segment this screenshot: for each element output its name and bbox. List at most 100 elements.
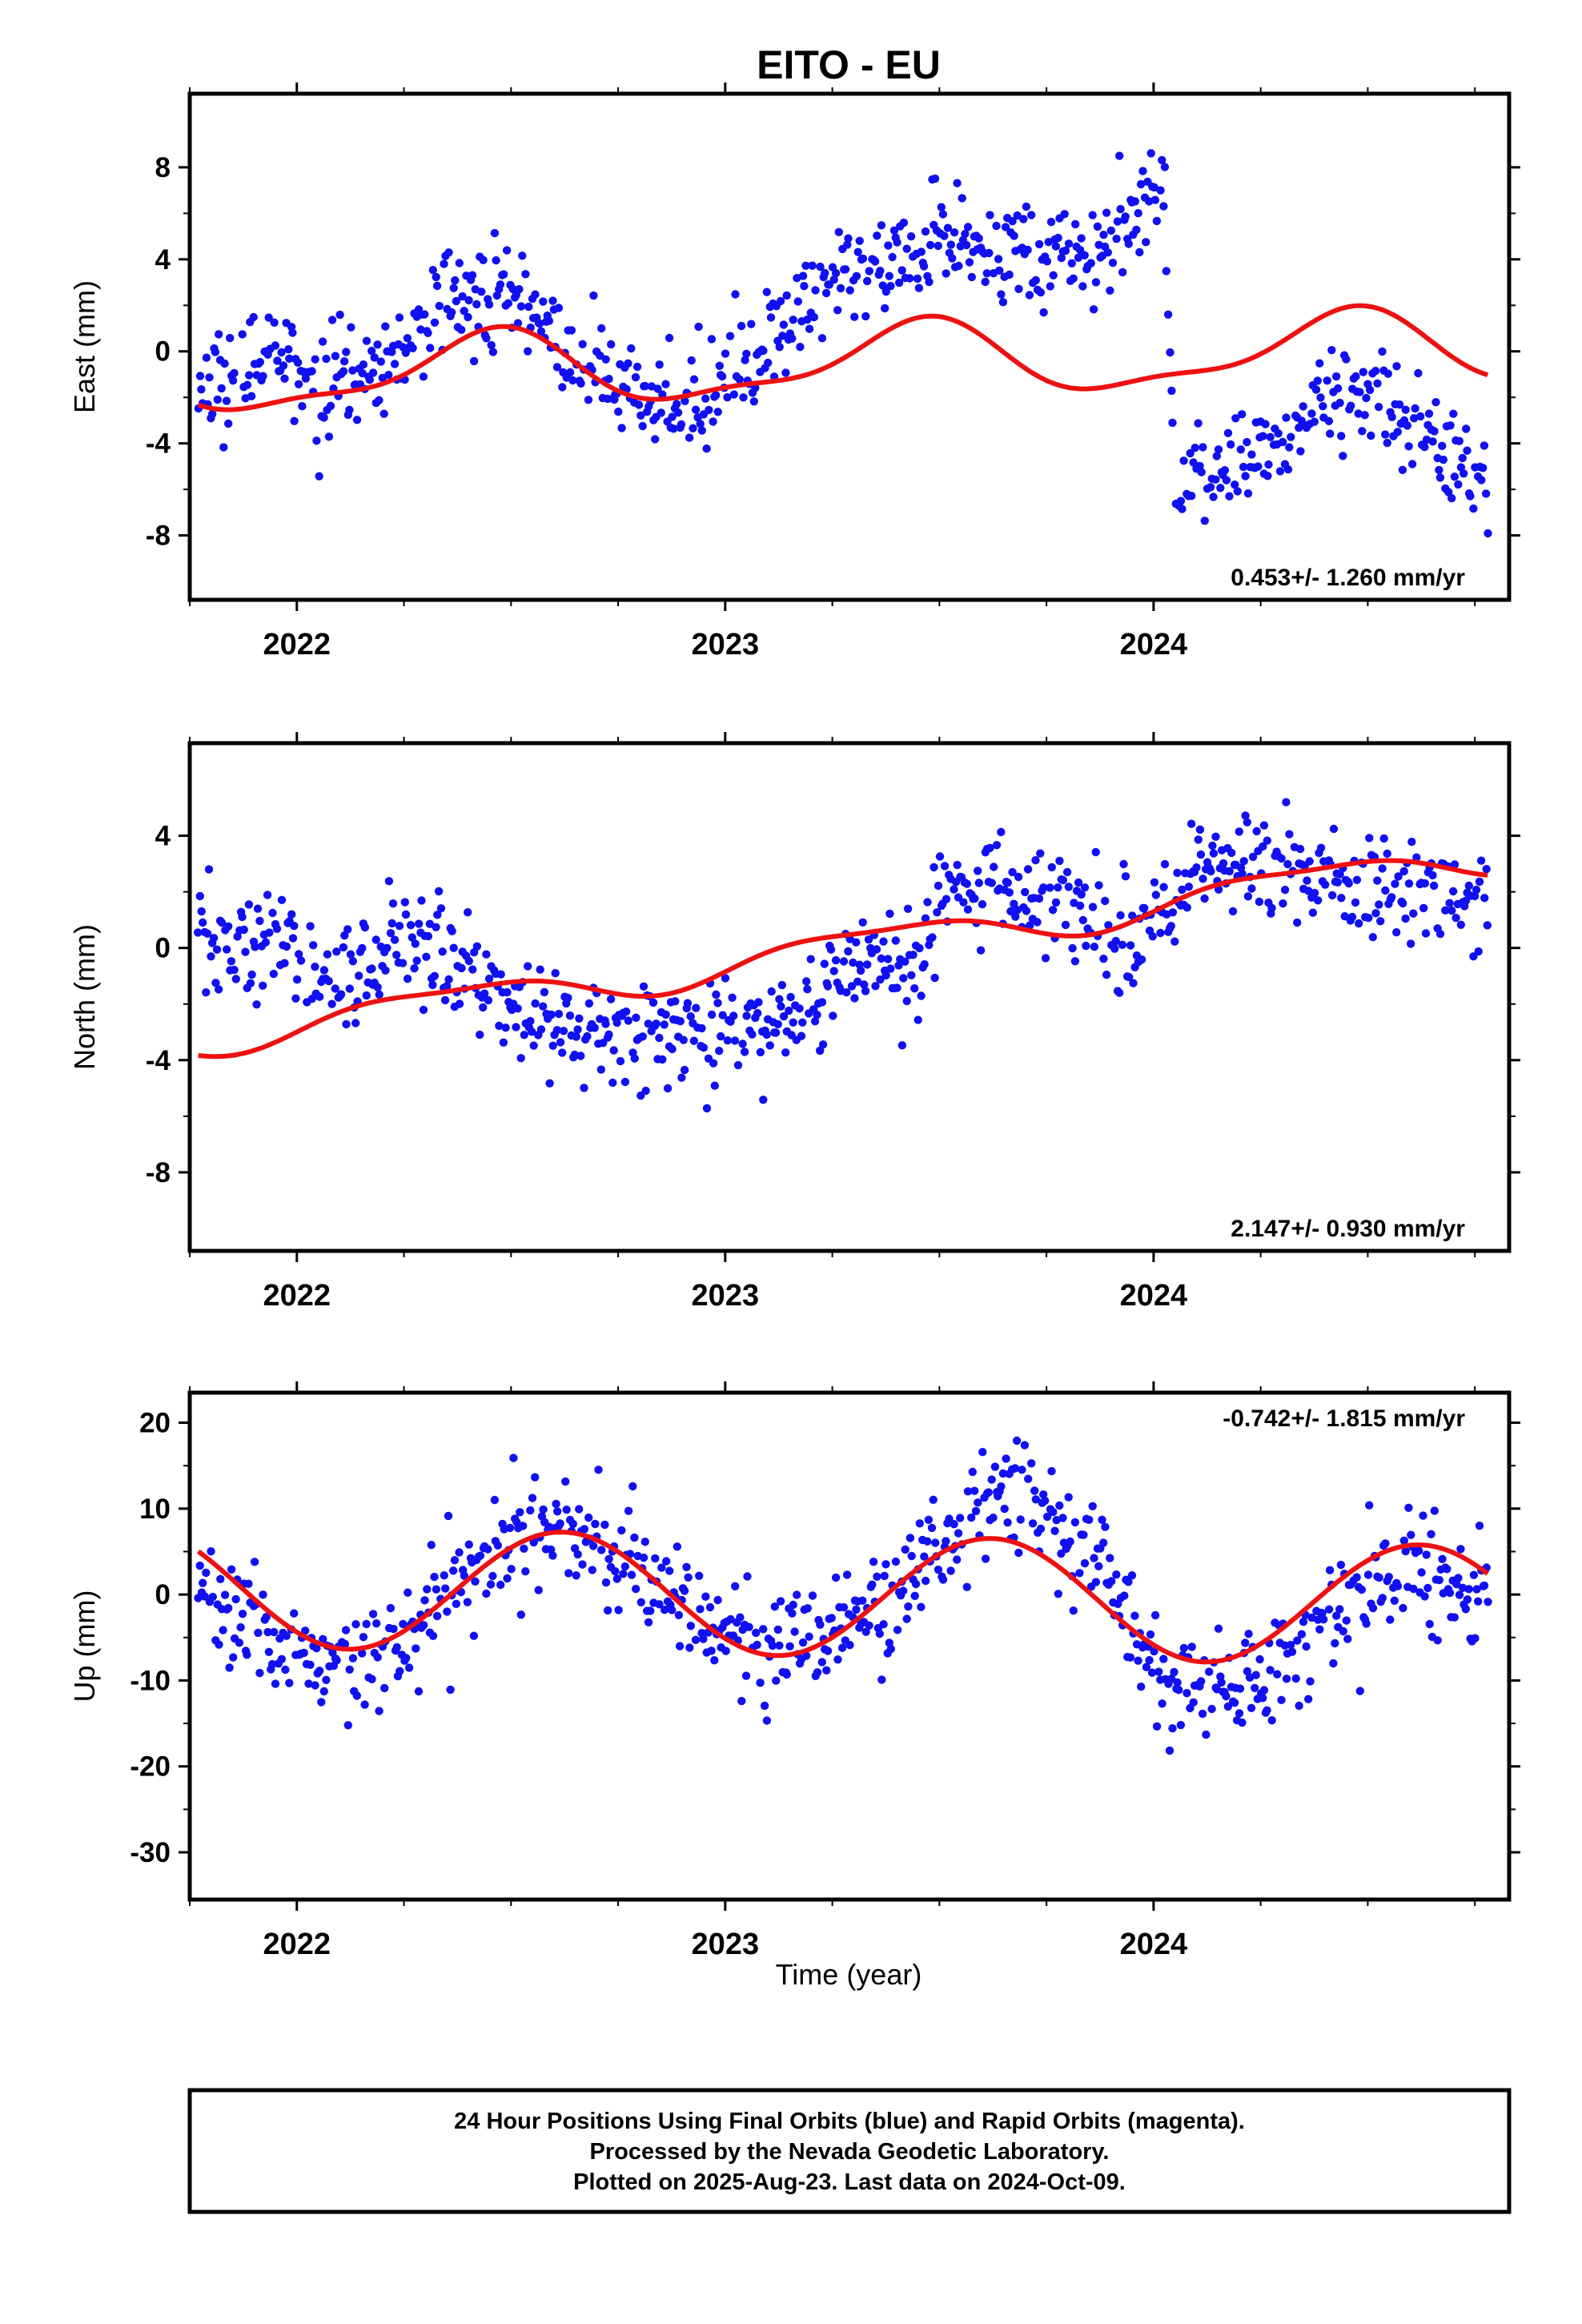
- data-point: [844, 234, 853, 243]
- data-point: [495, 1021, 504, 1031]
- data-point: [212, 945, 222, 954]
- data-point: [775, 343, 784, 352]
- data-point: [513, 319, 523, 328]
- data-point: [1179, 456, 1188, 465]
- data-point: [861, 987, 870, 995]
- data-point: [934, 881, 943, 891]
- data-point: [982, 269, 992, 278]
- data-point: [1344, 879, 1353, 888]
- data-point: [1067, 259, 1077, 267]
- data-point: [287, 910, 296, 919]
- data-point: [917, 991, 926, 1000]
- data-point: [1008, 867, 1017, 877]
- data-point: [737, 1696, 746, 1706]
- data-point: [1238, 869, 1247, 879]
- data-point: [433, 911, 442, 919]
- data-point: [411, 939, 420, 948]
- data-point: [412, 1644, 420, 1653]
- data-point: [1137, 1683, 1146, 1691]
- data-point: [1208, 841, 1217, 850]
- data-point: [921, 227, 930, 236]
- data-point: [199, 1578, 207, 1587]
- data-point: [428, 980, 437, 990]
- data-point: [599, 1039, 608, 1047]
- data-point: [1343, 1634, 1352, 1643]
- data-point: [558, 1048, 567, 1057]
- data-point: [443, 982, 452, 991]
- data-point: [1435, 1575, 1444, 1585]
- data-point: [1282, 413, 1291, 422]
- data-point: [604, 1554, 613, 1564]
- data-point: [430, 1572, 439, 1582]
- data-point: [886, 964, 895, 973]
- data-point: [1383, 369, 1393, 378]
- data-point: [889, 226, 899, 235]
- data-point: [568, 1519, 577, 1529]
- data-point: [480, 989, 489, 998]
- data-point: [228, 376, 238, 385]
- data-point: [1085, 1515, 1094, 1525]
- data-point: [1152, 216, 1162, 226]
- data-point: [301, 374, 311, 383]
- data-point: [798, 1638, 808, 1647]
- data-point: [1420, 1592, 1429, 1601]
- data-point: [268, 908, 277, 918]
- data-point: [1390, 1596, 1399, 1606]
- data-point: [963, 1487, 973, 1496]
- data-point: [1091, 1578, 1101, 1586]
- data-point: [1261, 420, 1270, 428]
- data-point: [503, 1574, 512, 1583]
- data-point: [665, 1566, 674, 1575]
- data-point: [516, 1610, 525, 1619]
- data-point: [572, 1571, 580, 1580]
- data-point: [978, 900, 987, 909]
- data-point: [1420, 879, 1430, 888]
- data-point: [1022, 907, 1031, 915]
- data-point: [464, 908, 472, 917]
- data-point: [290, 416, 299, 425]
- data-point: [820, 959, 829, 968]
- data-point: [1174, 1686, 1183, 1695]
- data-point: [821, 268, 829, 278]
- data-point: [855, 236, 864, 245]
- data-point: [942, 1537, 950, 1546]
- data-point: [904, 1602, 913, 1611]
- y-tick-label: -4: [146, 1045, 171, 1076]
- data-point: [386, 1603, 396, 1613]
- data-point: [1259, 1694, 1267, 1703]
- data-point: [1347, 912, 1357, 922]
- data-point: [1474, 1597, 1483, 1606]
- data-point: [872, 945, 881, 954]
- data-point: [1331, 1638, 1339, 1648]
- data-point: [552, 363, 562, 372]
- data-point: [1351, 898, 1360, 907]
- data-point: [307, 367, 316, 376]
- data-point: [1036, 1524, 1046, 1534]
- data-point: [1335, 1605, 1344, 1614]
- data-point: [1304, 1695, 1313, 1703]
- data-point: [1393, 428, 1403, 436]
- data-point: [789, 1600, 797, 1610]
- data-point: [1339, 1626, 1348, 1636]
- data-point: [1150, 878, 1159, 887]
- data-point: [930, 862, 938, 872]
- data-point: [778, 332, 787, 340]
- data-point: [1112, 1570, 1121, 1579]
- data-point: [1398, 465, 1407, 474]
- data-point: [1484, 1598, 1492, 1606]
- data-point: [829, 967, 838, 975]
- data-point: [876, 267, 885, 275]
- data-point: [1125, 972, 1134, 982]
- data-point: [915, 1519, 925, 1528]
- data-point: [396, 1667, 404, 1675]
- data-point: [923, 1537, 932, 1546]
- data-point: [921, 1576, 930, 1586]
- data-point: [500, 270, 508, 279]
- data-point: [773, 1019, 782, 1029]
- data-point: [726, 1614, 735, 1624]
- data-point: [223, 945, 231, 954]
- data-point: [914, 283, 924, 292]
- data-point: [677, 420, 686, 429]
- data-point: [785, 1642, 794, 1651]
- data-point: [1367, 431, 1375, 440]
